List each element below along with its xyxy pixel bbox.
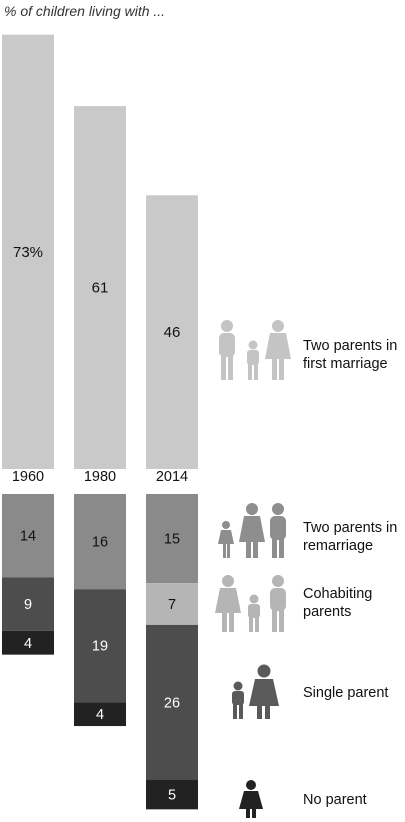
data-label-single-parent-1960: 9 bbox=[24, 597, 32, 613]
data-label-no-parent-1960: 4 bbox=[24, 636, 32, 652]
data-label-cohabiting-parents-2014: 7 bbox=[168, 597, 176, 613]
data-label-single-parent-1980: 19 bbox=[92, 639, 108, 655]
category-label-2014: 2014 bbox=[156, 469, 188, 485]
bar-no-parent-1960 bbox=[2, 630, 54, 655]
data-label-first-marriage-2014: 46 bbox=[164, 324, 181, 341]
legend-label-no-parent: No parent bbox=[303, 792, 367, 808]
bar-single-parent-1960 bbox=[2, 577, 54, 631]
legend-label-remarriage: Two parents in remarriage bbox=[303, 520, 398, 554]
data-label-single-parent-2014: 26 bbox=[164, 695, 180, 711]
bar-first-marriage-1980 bbox=[74, 106, 126, 470]
bar-no-parent-1980 bbox=[74, 702, 126, 727]
category-label-1960: 1960 bbox=[12, 469, 44, 485]
bar-first-marriage-1960 bbox=[2, 34, 54, 470]
bar-first-marriage-2014 bbox=[146, 195, 198, 470]
bar-cohabiting-parents-2014 bbox=[146, 583, 198, 625]
data-label-no-parent-1980: 4 bbox=[96, 707, 104, 723]
bar-two-parents-in-remarriage-1960 bbox=[2, 494, 54, 578]
category-label-1980: 1980 bbox=[84, 469, 116, 485]
data-label-two-parents-in-remarriage-2014: 15 bbox=[164, 532, 180, 548]
bar-no-parent-2014 bbox=[146, 779, 198, 810]
data-label-first-marriage-1960: 73% bbox=[13, 244, 43, 261]
data-label-no-parent-2014: 5 bbox=[168, 787, 176, 803]
single-parent-with-child-icon bbox=[232, 664, 279, 719]
family-cohabiting-parents-icon bbox=[215, 575, 286, 632]
data-label-two-parents-in-remarriage-1980: 16 bbox=[92, 535, 108, 551]
family-two-parents-one-child-icon bbox=[219, 320, 291, 380]
family-two-parents-two-children-icon bbox=[218, 503, 286, 558]
legend-label-first-marriage: Two parents in first marriage bbox=[303, 338, 398, 372]
bar-single-parent-2014 bbox=[146, 624, 198, 780]
bar-single-parent-1980 bbox=[74, 589, 126, 703]
chart-title: % of children living with ... bbox=[4, 3, 166, 19]
bar-two-parents-in-remarriage-1980 bbox=[74, 494, 126, 590]
child-alone-icon bbox=[239, 780, 263, 818]
data-label-first-marriage-1980: 61 bbox=[92, 280, 109, 297]
legend-label-cohabiting: Cohabiting parents bbox=[303, 586, 373, 620]
bar-two-parents-in-remarriage-2014 bbox=[146, 494, 198, 584]
legend-label-single-parent: Single parent bbox=[303, 685, 389, 701]
data-label-two-parents-in-remarriage-1960: 14 bbox=[20, 529, 36, 545]
